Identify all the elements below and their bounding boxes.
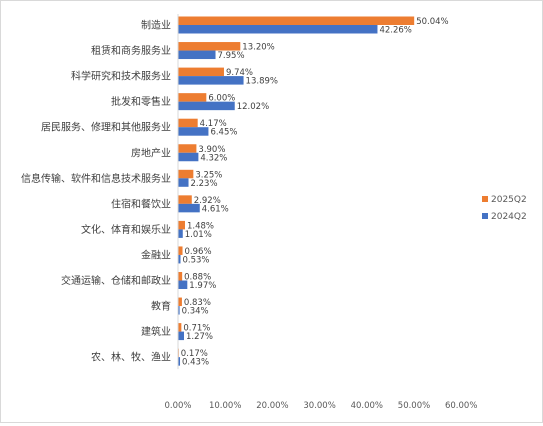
data-label: 3.25% [195, 170, 222, 180]
data-label: 9.74% [226, 68, 253, 78]
x-tick-label: 40.00% [351, 401, 383, 411]
bar-2025q2 [178, 246, 183, 255]
category-label: 金融业 [141, 248, 171, 261]
category-label: 批发和零售业 [111, 95, 171, 108]
category-label: 租赁和商务服务业 [91, 44, 171, 57]
category-label: 交通运输、仓储和邮政业 [61, 274, 171, 287]
data-label: 1.48% [187, 221, 214, 231]
legend-label: 2024Q2 [491, 212, 527, 222]
data-label: 0.71% [183, 324, 210, 334]
category-label: 房地产业 [131, 146, 171, 159]
data-label: 2.23% [191, 179, 218, 189]
legend: 2025Q2 2024Q2 [482, 195, 527, 222]
data-label: 13.89% [246, 77, 278, 87]
bar-2025q2 [178, 220, 185, 230]
legend-label: 2025Q2 [491, 195, 527, 205]
bar-2025q2 [178, 16, 415, 25]
data-label: 12.02% [237, 102, 269, 112]
bar-2025q2 [178, 93, 207, 102]
x-tick-label: 60.00% [445, 401, 477, 411]
data-label: 42.26% [379, 26, 411, 36]
category-label: 信息传输、软件和信息技术服务业 [21, 172, 171, 185]
data-label: 1.97% [189, 281, 216, 291]
data-label: 0.34% [182, 307, 209, 317]
category-label: 居民服务、修理和其他服务业 [41, 121, 171, 134]
data-label: 0.53% [183, 255, 210, 265]
category-label: 文化、体育和娱乐业 [81, 223, 171, 236]
bar-2024q2 [178, 152, 199, 162]
bar-2024q2 [178, 50, 216, 60]
data-label: 0.17% [181, 349, 208, 359]
bar-2025q2 [178, 195, 192, 204]
x-tick-labels: 0.00% 10.00% 20.00% 30.00% 40.00% 50.00% 60.00… [164, 401, 477, 411]
bar-2024q2 [178, 331, 184, 341]
category-label: 教育 [151, 300, 171, 313]
bar-2025q2 [178, 118, 198, 128]
data-label: 6.45% [210, 128, 237, 138]
bar-2025q2 [178, 42, 241, 51]
category-label: 住宿和餐饮业 [111, 197, 171, 210]
bar-2025q2 [178, 144, 197, 153]
bar-2024q2 [178, 254, 181, 264]
data-label: 6.00% [208, 94, 235, 104]
bar-2024q2 [178, 127, 209, 136]
bar-2025q2 [178, 67, 224, 77]
x-tick-label: 20.00% [256, 401, 288, 411]
bars-group [178, 16, 415, 366]
data-label: 4.17% [200, 119, 227, 129]
bar-2024q2 [178, 203, 200, 213]
data-label: 13.20% [242, 43, 274, 53]
bar-2025q2 [178, 297, 182, 307]
bar-2024q2 [178, 101, 235, 111]
x-tick-label: 10.00% [209, 401, 241, 411]
data-label: 0.88% [184, 273, 211, 283]
data-label: 50.04% [416, 17, 448, 27]
data-label: 1.27% [186, 332, 213, 342]
data-labels: 50.04%42.26%13.20%7.95%9.74%13.89%6.00%1… [181, 17, 449, 368]
bar-2024q2 [178, 306, 180, 315]
data-label: 4.61% [202, 204, 229, 214]
category-label: 科学研究和技术服务业 [71, 70, 171, 83]
bar-2025q2 [178, 272, 183, 281]
bar-2024q2 [178, 229, 183, 238]
bar-2024q2 [178, 178, 189, 187]
bar-2025q2 [178, 169, 194, 179]
legend-swatch [482, 196, 488, 202]
x-tick-label: 30.00% [303, 401, 335, 411]
category-label: 农、林、牧、渔业 [91, 351, 171, 364]
category-label: 建筑业 [141, 325, 171, 338]
bar-2024q2 [178, 280, 188, 289]
data-label: 0.43% [182, 358, 209, 368]
bar-2025q2 [178, 323, 182, 332]
bar-2024q2 [178, 76, 244, 85]
category-label: 制造业 [141, 19, 171, 32]
category-labels: 制造业租赁和商务服务业科学研究和技术服务业批发和零售业居民服务、修理和其他服务业… [21, 19, 171, 364]
data-label: 4.32% [200, 153, 227, 163]
data-label: 7.95% [218, 51, 245, 61]
data-label: 0.83% [184, 298, 211, 308]
data-label: 2.92% [194, 196, 221, 206]
data-label: 0.96% [185, 247, 212, 257]
x-tick-label: 50.00% [398, 401, 430, 411]
x-tick-label: 0.00% [164, 401, 191, 411]
bar-2024q2 [178, 25, 378, 34]
bar-2024q2 [178, 357, 181, 366]
data-label: 1.01% [185, 230, 212, 240]
data-label: 3.90% [198, 145, 225, 155]
legend-swatch [482, 213, 488, 219]
